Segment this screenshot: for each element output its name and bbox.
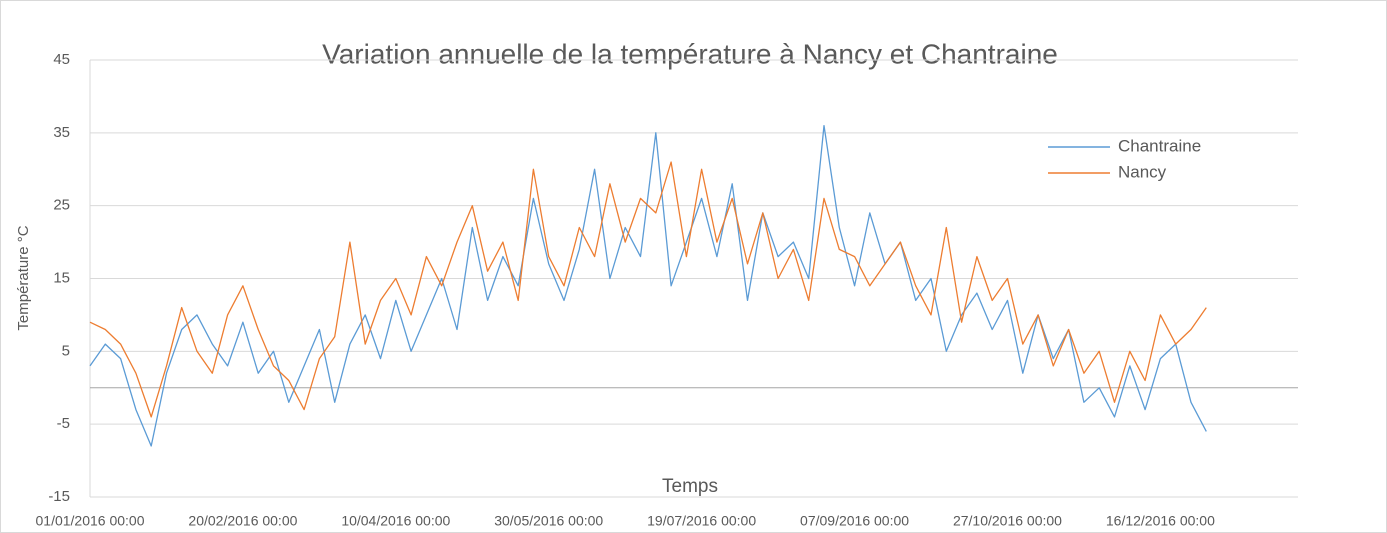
x-tick-label: 01/01/2016 00:00 [36, 513, 145, 529]
y-tick-label: 45 [53, 51, 70, 68]
y-tick-label: -15 [48, 488, 70, 505]
x-tick-label: 19/07/2016 00:00 [647, 513, 756, 529]
x-tick-label: 07/09/2016 00:00 [800, 513, 909, 529]
x-tick-label: 16/12/2016 00:00 [1106, 513, 1215, 529]
legend-label: Chantraine [1118, 136, 1201, 155]
x-tick-label: 27/10/2016 00:00 [953, 513, 1062, 529]
y-axis-label: Température °C [15, 225, 32, 330]
x-axis-label: Temps [662, 476, 718, 497]
legend-label: Nancy [1118, 162, 1167, 181]
x-tick-label: 10/04/2016 00:00 [341, 513, 450, 529]
y-tick-label: 5 [62, 342, 70, 359]
y-tick-label: 15 [53, 269, 70, 286]
y-tick-label: -5 [57, 415, 70, 432]
chart-title: Variation annuelle de la température à N… [322, 38, 1058, 69]
series-line [89, 124, 1207, 447]
x-tick-label: 30/05/2016 00:00 [494, 513, 603, 529]
y-tick-label: 35 [53, 124, 70, 141]
x-tick-label: 20/02/2016 00:00 [188, 513, 297, 529]
y-tick-label: 25 [53, 197, 70, 214]
series-line [89, 161, 1207, 418]
